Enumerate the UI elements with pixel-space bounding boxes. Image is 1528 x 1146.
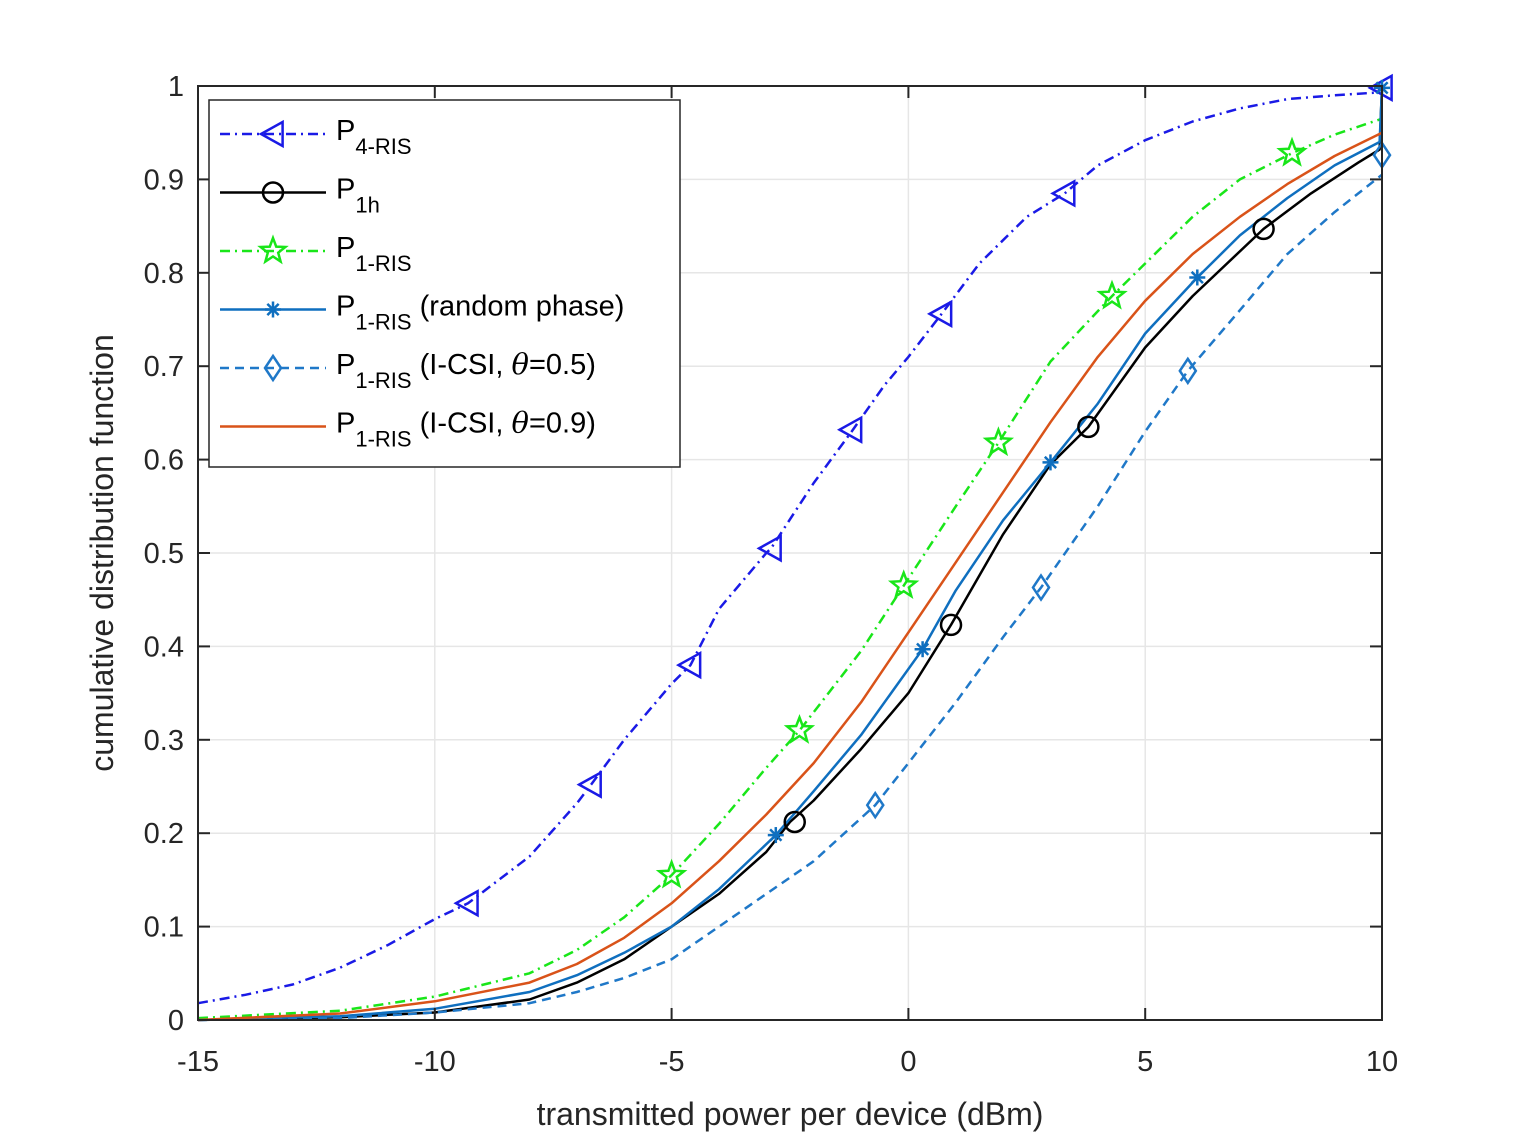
asterisk-stroke [916, 642, 930, 656]
marker-p4ris [756, 534, 782, 563]
marker-p1h [939, 613, 963, 637]
marker-p4ris [675, 650, 702, 680]
marker-p1ris_random [1042, 454, 1059, 471]
y-axis-label: cumulative distribution function [84, 334, 120, 772]
marker-p1h [1077, 415, 1100, 439]
y-tick-label: 0.2 [144, 818, 184, 850]
legend-label-p1ris_icsi05: P1-RIS (I-CSI, θ=0.5) [336, 347, 596, 393]
legend-marker-p1h [261, 181, 285, 204]
marker-p1ris [783, 713, 816, 744]
marker-p4ris [1050, 179, 1076, 208]
y-tick-label: 0.9 [144, 164, 184, 196]
marker-p1ris_random [1189, 269, 1206, 286]
y-tick-label: 0.4 [144, 631, 184, 663]
x-tick-label: 10 [1366, 1046, 1398, 1078]
marker-p1h [1252, 217, 1275, 241]
y-tick-label: 0.5 [144, 538, 184, 570]
legend-box [208, 99, 681, 468]
marker-p1ris [982, 426, 1015, 457]
marker-p1ris [1276, 136, 1308, 167]
y-tick-label: 0.8 [144, 258, 184, 290]
legend-label-p1ris: P1-RIS [336, 232, 412, 276]
marker-p4ris [926, 299, 953, 329]
x-tick-label: -5 [659, 1046, 685, 1078]
asterisk-stroke [1043, 455, 1058, 469]
y-tick-label: 0.6 [144, 445, 184, 477]
legend-label-p1h: P1h [336, 174, 380, 218]
x-tick-label: 0 [900, 1046, 916, 1078]
series-line-p1ris_icsi09 [197, 131, 1383, 1022]
marker-p1h [783, 810, 806, 834]
series-line-p1ris [197, 117, 1383, 1020]
marker-p1ris [887, 569, 920, 600]
asterisk-stroke [769, 828, 783, 842]
marker-p1ris_icsi05 [1031, 573, 1051, 602]
legend-label-p4ris: P4-RIS [336, 115, 412, 159]
marker-p4ris [836, 415, 863, 444]
marker-p1ris_icsi05 [1178, 356, 1198, 386]
y-tick-label: 0.7 [144, 351, 184, 383]
y-tick-label: 0.3 [144, 725, 184, 757]
x-tick-label: -15 [177, 1046, 219, 1078]
marker-p1ris_icsi05 [865, 790, 885, 820]
tick-labels: -15 -10 -5 0 5 10 0 0.1 0.2 0.3 0.4 0.5 0.6 0.7 0.8 0.9… [144, 71, 1398, 1078]
series-line-p4ris [197, 85, 1384, 1005]
marker-p4ris [576, 770, 602, 799]
asterisk-stroke [266, 302, 280, 317]
series-line-p1ris_icsi05 [197, 173, 1383, 1022]
marker-p4ris [453, 889, 479, 918]
x-axis-label: transmitted power per device (dBm) [537, 1096, 1044, 1132]
legend-marker-p1ris_random [265, 301, 281, 318]
series-markers [453, 73, 1393, 918]
marker-p1ris_random [914, 641, 931, 658]
axis-ticks [197, 85, 1383, 1021]
y-tick-label: 0 [168, 1005, 184, 1037]
legend-marker-p4ris [258, 119, 284, 149]
marker-p1ris [1096, 279, 1128, 310]
y-tick-label: 1 [168, 71, 184, 103]
marker-p1ris_random [767, 827, 784, 844]
legend-label-p1ris_random: P1-RIS (random phase) [336, 291, 624, 335]
legend-marker-p1ris [257, 234, 289, 265]
marker-p1ris [655, 858, 688, 889]
legend-marker-p1ris_icsi05 [263, 353, 283, 383]
asterisk-stroke [1190, 270, 1204, 285]
legend: P4-RIS P1h P1-RIS P1-RIS (random phase) P1-R… [208, 99, 681, 468]
y-tick-label: 0.1 [144, 912, 184, 944]
x-tick-label: -10 [414, 1046, 456, 1078]
x-tick-label: 5 [1137, 1046, 1153, 1078]
legend-label-p1ris_icsi09: P1-RIS (I-CSI, θ=0.9) [336, 406, 596, 452]
